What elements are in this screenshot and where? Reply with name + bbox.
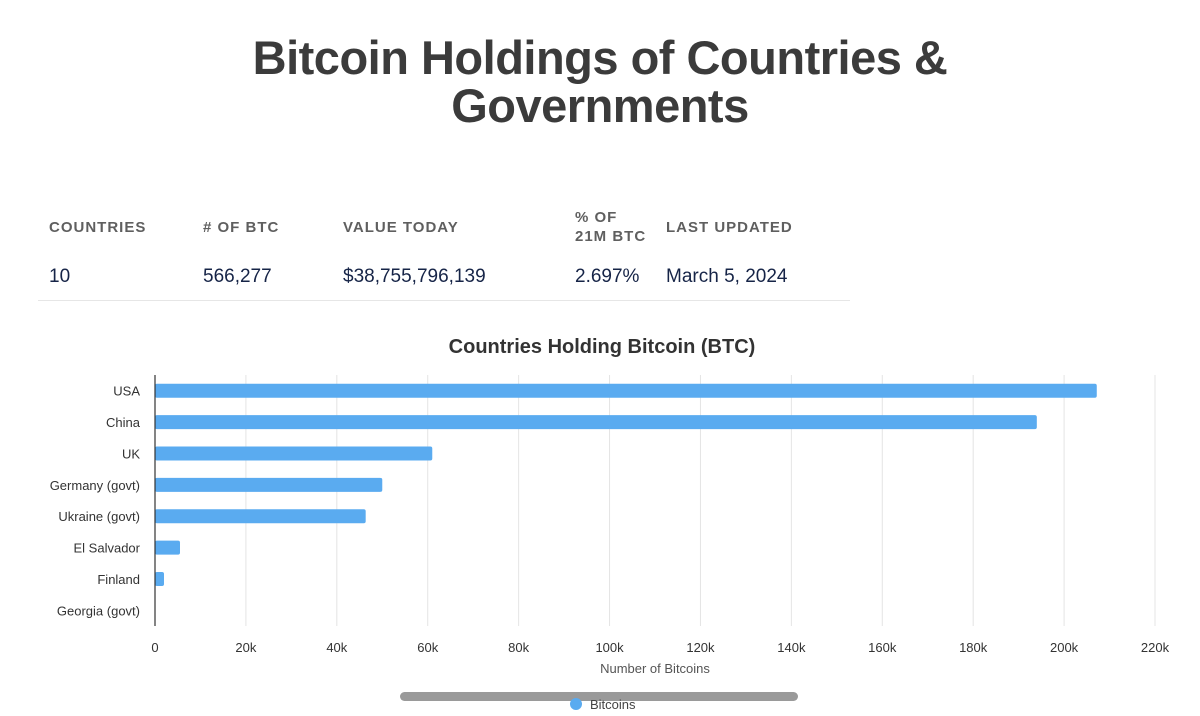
- x-tick-label: 120k: [686, 640, 715, 655]
- horizontal-scrollbar[interactable]: [400, 692, 798, 701]
- y-tick-label: China: [106, 415, 141, 430]
- x-tick-label: 80k: [508, 640, 529, 655]
- last-updated-header: LAST UPDATED: [666, 219, 793, 236]
- y-tick-label: Finland: [97, 572, 140, 587]
- btc-count-header: # OF BTC: [203, 219, 280, 236]
- bar-usa[interactable]: [155, 383, 1097, 398]
- value-today-value: $38,755,796,139: [343, 266, 486, 287]
- x-axis-title: Number of Bitcoins: [600, 661, 710, 676]
- bar-uk[interactable]: [155, 446, 433, 461]
- countries-header: COUNTRIES: [49, 219, 147, 236]
- grid-lines: [245, 375, 1156, 626]
- page-title: Bitcoin Holdings of Countries & Governme…: [0, 34, 1200, 130]
- x-tick-label: 160k: [868, 640, 897, 655]
- bars: [155, 383, 1097, 618]
- y-tick-label: Georgia (govt): [57, 603, 140, 618]
- btc-count-value: 566,277: [203, 266, 272, 287]
- legend-label: Bitcoins: [590, 696, 636, 712]
- y-tick-label: Germany (govt): [50, 478, 140, 493]
- bar-ukraine-govt[interactable]: [155, 509, 366, 524]
- x-tick-label: 220k: [1141, 640, 1170, 655]
- x-tick-label: 140k: [777, 640, 806, 655]
- chart-legend[interactable]: Bitcoins: [570, 696, 636, 712]
- percent-supply-header-line-2: 21M BTC: [575, 228, 647, 245]
- value-today-header: VALUE TODAY: [343, 219, 459, 236]
- bar-germany-govt[interactable]: [155, 477, 383, 492]
- x-tick-label: 0: [151, 640, 158, 655]
- y-tick-label: USA: [113, 384, 140, 399]
- countries-value: 10: [49, 266, 71, 287]
- percent-supply-header-line-1: % OF: [575, 209, 618, 226]
- percent-supply-value: 2.697%: [575, 266, 640, 287]
- bar-el-salvador[interactable]: [155, 540, 180, 555]
- axes: 0 20k 40k 60k 80k 100k 120k 140k 160k 180k 200k 220…: [50, 375, 1170, 655]
- x-tick-label: 180k: [959, 640, 988, 655]
- x-tick-label: 200k: [1050, 640, 1079, 655]
- bar-finland[interactable]: [155, 571, 165, 586]
- bar-chart: Countries Holding Bitcoin (BTC) 0 20k 40k 6…: [50, 336, 1170, 676]
- x-tick-label: 60k: [417, 640, 438, 655]
- page-title-line-1: Bitcoin Holdings of Countries &: [252, 31, 948, 84]
- y-tick-label: Ukraine (govt): [58, 509, 140, 524]
- stats-table: COUNTRIES # OF BTC VALUE TODAY % OF 21M …: [38, 190, 850, 301]
- y-tick-label: UK: [122, 446, 140, 461]
- last-updated-value: March 5, 2024: [666, 266, 788, 287]
- x-tick-label: 100k: [595, 640, 624, 655]
- x-tick-label: 20k: [235, 640, 256, 655]
- legend-swatch-icon: [570, 698, 582, 710]
- page-title-line-2: Governments: [451, 79, 749, 132]
- x-tick-label: 40k: [326, 640, 347, 655]
- bar-china[interactable]: [155, 415, 1037, 430]
- chart-title: Countries Holding Bitcoin (BTC): [449, 336, 756, 358]
- percent-supply-header: % OF 21M BTC: [575, 208, 646, 246]
- y-tick-label: El Salvador: [74, 541, 141, 556]
